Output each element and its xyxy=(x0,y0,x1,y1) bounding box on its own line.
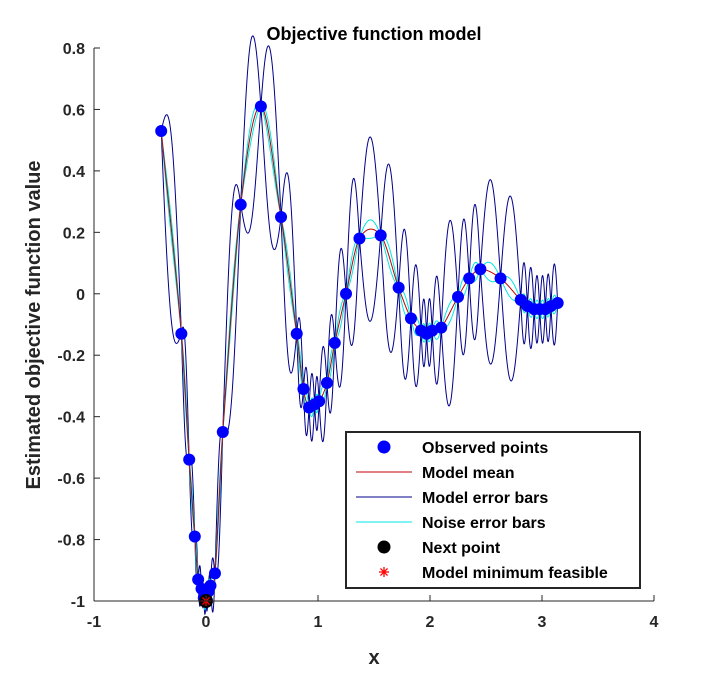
observed-point xyxy=(313,395,326,408)
observed-point xyxy=(234,198,247,211)
observed-point xyxy=(204,579,217,592)
y-tick-label: -0.8 xyxy=(57,533,85,550)
observed-point xyxy=(551,296,564,309)
legend-label: Model error bars xyxy=(422,490,548,507)
legend-star-marker xyxy=(379,567,389,577)
legend-entry: Next point xyxy=(377,540,501,557)
observed-point xyxy=(290,327,303,340)
y-axis-title: Estimated objective function value xyxy=(23,161,45,490)
chart-title: Objective function model xyxy=(266,24,481,44)
y-tick-label: -0.4 xyxy=(57,410,85,427)
axes: -1 0 1 2 3 4 -1 -0.8 -0.6 -0.4 -0.2 0 0.2 0.4 0.6 0.8 xyxy=(57,41,658,631)
y-tick-label: -1 xyxy=(71,594,85,611)
y-tick-label: 0.4 xyxy=(63,164,85,181)
y-tick-label: 0 xyxy=(76,287,85,304)
x-tick-label: 2 xyxy=(426,614,435,631)
legend-entry: Noise error bars xyxy=(356,515,546,532)
y-tick-label: -0.6 xyxy=(57,471,85,488)
legend-items: Observed points Model mean Model error bar… xyxy=(356,440,608,582)
legend-dot-marker xyxy=(377,440,391,454)
observed-point xyxy=(208,567,221,580)
legend: Observed points Model mean Model error bar… xyxy=(345,431,641,589)
observed-point xyxy=(192,573,205,586)
observed-point xyxy=(216,426,229,439)
observed-point xyxy=(188,530,201,543)
star-stroke xyxy=(380,568,388,576)
observed-point xyxy=(463,272,476,285)
x-tick-label: 1 xyxy=(314,614,323,631)
observed-points xyxy=(155,100,564,607)
observed-point xyxy=(320,376,333,389)
observed-point xyxy=(494,272,507,285)
observed-point xyxy=(353,232,366,245)
y-tick-label: 0.6 xyxy=(63,102,85,119)
observed-point xyxy=(392,281,405,294)
observed-point xyxy=(183,453,196,466)
x-tick-label: 0 xyxy=(202,614,211,631)
legend-label: Model minimum feasible xyxy=(422,565,608,582)
x-tick-label: 3 xyxy=(538,614,547,631)
observed-point xyxy=(435,321,448,334)
x-tick-label: 4 xyxy=(650,614,659,631)
legend-entry: Model minimum feasible xyxy=(379,565,608,582)
observed-point xyxy=(328,336,341,349)
legend-label: Next point xyxy=(422,540,501,557)
observed-point xyxy=(275,210,288,223)
legend-label: Observed points xyxy=(422,440,548,457)
y-tick-label: 0.8 xyxy=(63,41,85,58)
legend-dot-marker xyxy=(377,540,391,554)
observed-point xyxy=(297,383,310,396)
legend-label: Noise error bars xyxy=(422,515,546,532)
x-ticks: -1 0 1 2 3 4 xyxy=(87,595,659,631)
legend-entry: Observed points xyxy=(377,440,548,457)
x-axis-title: x xyxy=(368,647,379,669)
observed-point xyxy=(374,229,387,242)
y-tick-label: 0.2 xyxy=(63,225,85,242)
legend-label: Model mean xyxy=(422,465,514,482)
y-tick-label: -0.2 xyxy=(57,348,85,365)
plot-area xyxy=(155,35,564,616)
observed-point xyxy=(404,312,417,325)
y-ticks: -1 -0.8 -0.6 -0.4 -0.2 0 0.2 0.4 0.6 0.8 xyxy=(57,41,100,611)
legend-entry: Model error bars xyxy=(356,490,548,507)
observed-point xyxy=(474,263,487,276)
observed-point xyxy=(340,287,352,300)
observed-point xyxy=(155,124,168,137)
observed-point xyxy=(254,100,267,113)
observed-point xyxy=(175,327,188,340)
x-tick-label: -1 xyxy=(87,614,101,631)
legend-box xyxy=(345,431,641,589)
legend-entry: Model mean xyxy=(356,465,514,482)
observed-point xyxy=(452,290,464,303)
